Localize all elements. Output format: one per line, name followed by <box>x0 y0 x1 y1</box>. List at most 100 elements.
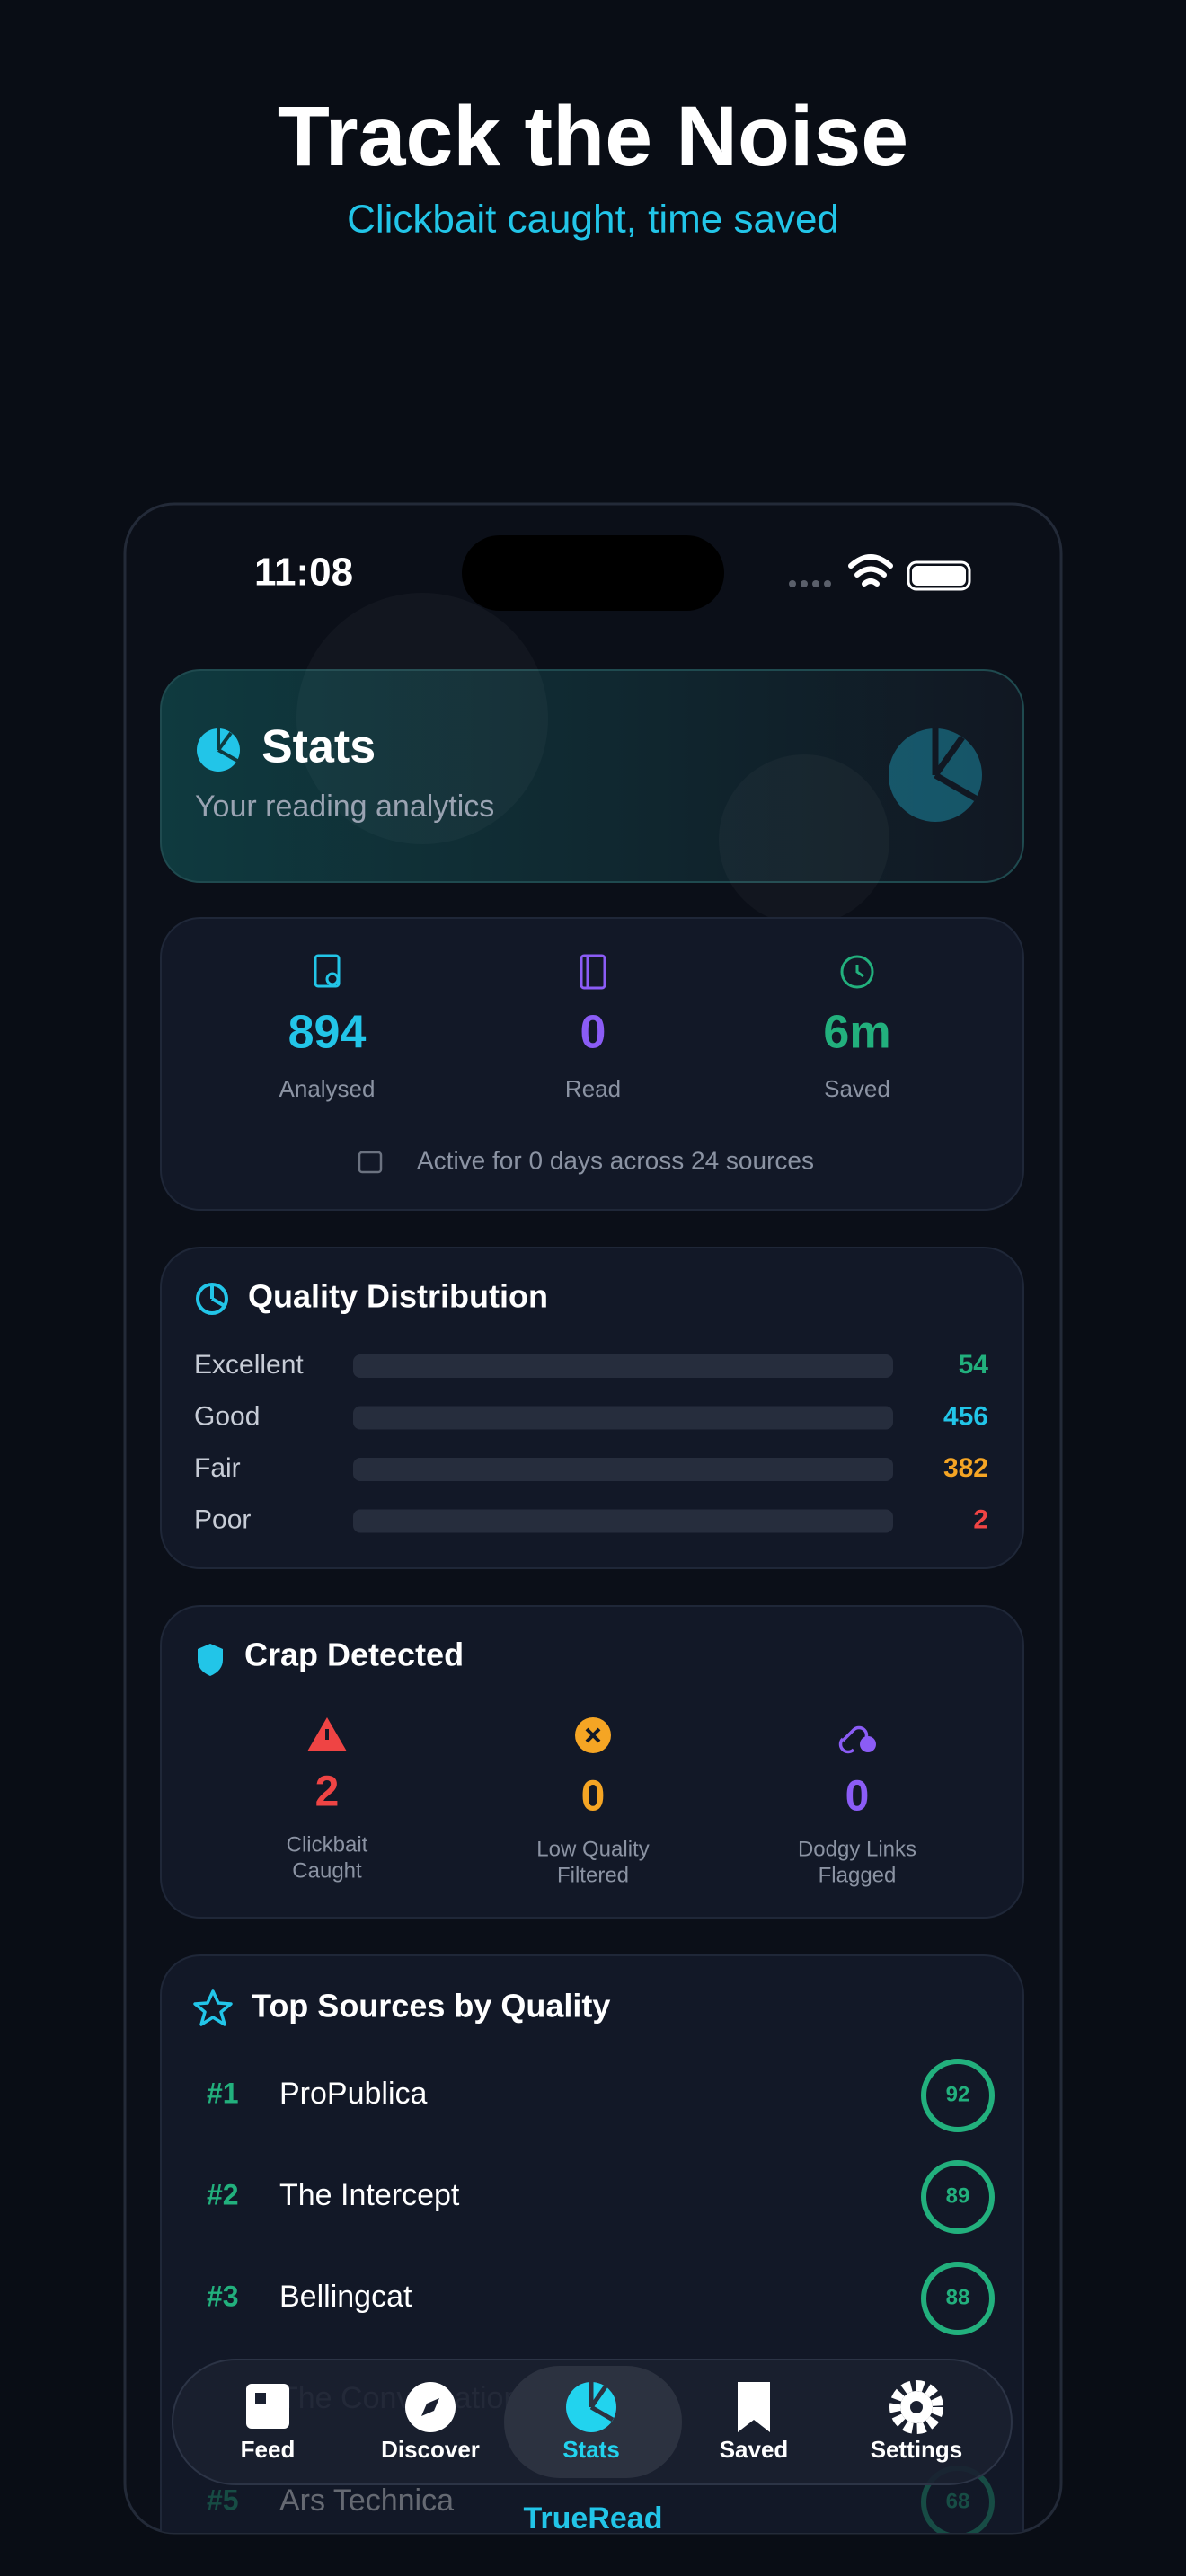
score-ring <box>921 2059 995 2132</box>
tab-icon <box>890 2380 943 2434</box>
quality-title: Quality Distribution <box>248 1278 548 1315</box>
source-rank: #1 <box>207 2077 239 2109</box>
stats-header-card <box>160 669 1024 883</box>
app-name: TrueRead <box>524 2501 663 2536</box>
pie-watermark <box>889 728 982 822</box>
summary-value: 0 <box>580 1007 606 1059</box>
tab-icon <box>738 2382 770 2432</box>
crap-label: Dodgy Links <box>798 1837 916 1861</box>
summary-card <box>160 917 1024 1211</box>
status-time: 11:08 <box>254 551 353 595</box>
score-ring <box>921 2262 995 2335</box>
icon-part <box>585 1727 601 1743</box>
source-rank: #2 <box>207 2178 239 2210</box>
dynamic-island <box>462 535 724 611</box>
crap-label: Caught <box>292 1858 362 1883</box>
source-score: 92 <box>946 2082 970 2106</box>
source-rank: #3 <box>207 2280 239 2312</box>
source-name: The Intercept <box>279 2178 460 2212</box>
icon-part <box>314 954 341 988</box>
quality-bar-track <box>353 1458 893 1481</box>
headline: Track the Noise <box>278 89 908 184</box>
quality-value: 54 <box>959 1350 989 1380</box>
source-name: ProPublica <box>279 2077 428 2111</box>
subheadline: Clickbait caught, time saved <box>347 198 839 242</box>
summary-icon <box>314 954 341 988</box>
stats-subtitle: Your reading analytics <box>195 790 494 824</box>
crap-value: 0 <box>845 1773 870 1821</box>
icon-part <box>421 2398 439 2416</box>
quality-value: 382 <box>943 1453 988 1483</box>
calendar-icon <box>358 1151 383 1174</box>
crap-card <box>160 1605 1024 1919</box>
crap-label: Low Quality <box>536 1837 649 1861</box>
quality-label: Fair <box>194 1453 241 1483</box>
source-score: 89 <box>946 2183 970 2208</box>
star-icon <box>193 1989 233 2026</box>
shield-icon <box>198 1644 223 1676</box>
icon-part <box>255 2393 266 2404</box>
icon-part <box>855 965 864 978</box>
summary-icon <box>580 954 606 990</box>
crap-title: Crap Detected <box>244 1636 464 1673</box>
score-ring <box>921 2160 995 2234</box>
decor <box>719 754 890 925</box>
source-score: 88 <box>946 2285 970 2309</box>
quality-label: Excellent <box>194 1350 304 1380</box>
quality-bar-track <box>353 1406 893 1430</box>
summary-note: Active for 0 days across 24 sources <box>417 1146 814 1174</box>
tab-label[interactable]: Discover <box>381 2436 480 2463</box>
crap-label: Filtered <box>557 1863 629 1887</box>
summary-label: Saved <box>824 1075 890 1102</box>
tab-icon <box>246 2384 289 2429</box>
icon-part <box>890 2380 943 2434</box>
quality-label: Poor <box>194 1504 251 1534</box>
battery <box>907 560 971 591</box>
icon-part <box>738 2382 770 2432</box>
summary-label: Read <box>565 1075 621 1102</box>
quality-label: Good <box>194 1401 260 1431</box>
tab-label[interactable]: Stats <box>562 2436 620 2463</box>
quality-value: 456 <box>943 1401 988 1431</box>
icon-part <box>860 1736 876 1752</box>
source-score: 68 <box>946 2489 970 2513</box>
stats-title: Stats <box>261 721 376 773</box>
icon-part <box>910 2401 923 2413</box>
tab-label[interactable]: Settings <box>871 2436 963 2463</box>
summary-value: 894 <box>288 1007 367 1059</box>
crap-icon <box>307 1717 347 1751</box>
stats-icon <box>197 728 240 772</box>
summary-icon <box>840 955 874 989</box>
battery-level <box>912 566 966 586</box>
icon-part <box>840 955 874 989</box>
wifi-icon <box>848 554 893 587</box>
tab-label[interactable]: Saved <box>720 2436 789 2463</box>
crap-label: Flagged <box>819 1863 897 1887</box>
quality-value: 2 <box>973 1504 988 1534</box>
summary-label: Analysed <box>279 1075 376 1102</box>
quality-bar-track <box>353 1509 893 1533</box>
tabs: Feed Discover Stats Saved Settings <box>241 2380 963 2463</box>
crap-value: 0 <box>581 1773 606 1821</box>
icon-part <box>325 972 340 986</box>
summary-value: 6m <box>823 1007 890 1059</box>
icon-part <box>246 2384 289 2429</box>
icon-part <box>589 2382 615 2422</box>
tab-icon <box>566 2382 616 2432</box>
source-rank: #5 <box>207 2483 239 2516</box>
quality-bar-track <box>353 1354 893 1378</box>
sources-title: Top Sources by Quality <box>252 1988 610 2025</box>
source-name: Bellingcat <box>279 2280 412 2314</box>
phone-screen: 11:08 Stats Your reading analytics Activ… <box>160 535 1024 2536</box>
crap-label: Clickbait <box>287 1832 368 1857</box>
tab-label[interactable]: Feed <box>241 2436 296 2463</box>
icon-part <box>580 954 606 990</box>
signal <box>789 580 831 587</box>
quality-icon <box>196 1283 228 1315</box>
crap-icon <box>575 1717 611 1753</box>
tab-icon <box>405 2382 456 2432</box>
crap-icon <box>838 1725 876 1754</box>
source-name: Ars Technica <box>279 2483 454 2518</box>
crap-value: 2 <box>315 1769 340 1816</box>
